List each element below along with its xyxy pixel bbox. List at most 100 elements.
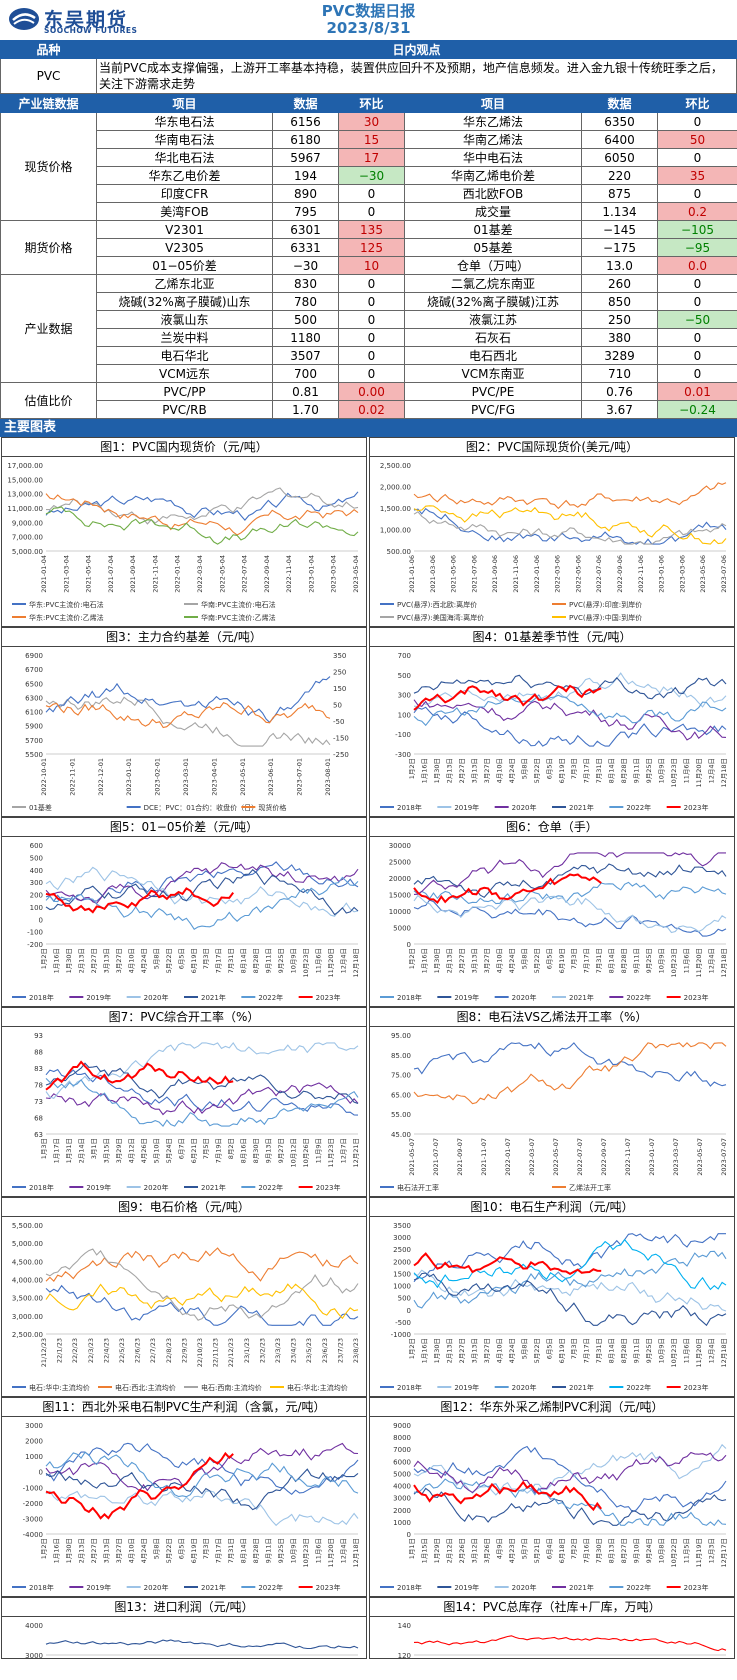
y-tick-label: 5500 (25, 751, 43, 759)
x-tick-label: 23/8/23 (352, 1338, 360, 1363)
x-tick-label: 2021-05-06 (450, 555, 458, 593)
y-tick-label: 6000 (393, 1458, 411, 1466)
series-line (413, 873, 602, 904)
x-tick-label: 22/12/23 (227, 1338, 235, 1367)
x-tick-label: 11月20日 (695, 1338, 703, 1368)
series-line (45, 506, 359, 545)
chart-plot: 6900 6700 6500 6300 6100 5900 5700 5500 350 250 15… (12, 652, 349, 812)
x-tick-label: 2021-05-04 (85, 555, 93, 593)
x-tick-label: 1月30日 (433, 1338, 441, 1363)
series-line (413, 1269, 727, 1312)
item-name-2: 仓单（万吨） (404, 256, 582, 275)
legend-label: 2020年 (144, 1583, 169, 1592)
chart-title: 图9：电石价格（元/吨） (2, 1198, 366, 1217)
item-change-2: 0 (657, 292, 737, 311)
series-line (413, 1478, 727, 1527)
item-name-2: 西北欧FOB (404, 184, 582, 203)
series-line (413, 694, 727, 727)
x-tick-label: 2021-01-06 (408, 555, 416, 593)
y-tick-label: 2,000.00 (380, 484, 411, 492)
x-tick-label: 7月19日 (215, 1138, 223, 1163)
legend-label: PVC(悬浮):西北欧:离岸价 (397, 600, 477, 609)
series-line (45, 1490, 359, 1527)
x-tick-label: 2023-05-01 (239, 758, 247, 796)
x-tick-label: 1月2日 (40, 1538, 48, 1559)
legend-label: 2019年 (454, 803, 479, 812)
x-tick-label: 5月24日 (165, 1138, 173, 1163)
y-tick-label: 95.00 (391, 1032, 411, 1040)
chart-title: 图7：PVC综合开工率（%） (2, 1008, 366, 1027)
x-tick-label: 2022-07-06 (595, 555, 603, 593)
x-tick-label: 5月8日 (152, 1538, 160, 1559)
y-tick-label: 5700 (25, 737, 43, 745)
item-change: 0 (338, 292, 405, 311)
legend-label: 2023年 (316, 1583, 341, 1592)
x-tick-label: 6月19日 (558, 1338, 566, 1363)
x-tick-label: 3月27日 (115, 1538, 123, 1563)
item-change-2: 0.2 (657, 202, 737, 221)
series-line (413, 1480, 602, 1512)
x-tick-label: 12月18日 (352, 948, 360, 978)
item-value: 6331 (272, 238, 339, 257)
item-name-2: 华中电石法 (404, 148, 582, 167)
y2-tick-label: 250 (333, 669, 346, 677)
x-tick-label: 11月20日 (695, 948, 703, 978)
x-tick-label: 10月22日 (670, 1538, 678, 1568)
data-row: PVC/RB 1.70 0.02 PVC/FG 3.67 −0.24 (1, 400, 737, 419)
item-value-2: 1.134 (581, 202, 658, 221)
y-tick-label: 25000 (389, 859, 411, 867)
y-tick-label: 68 (34, 1115, 43, 1123)
chart-plot: 95.00 85.00 75.00 65.00 55.00 45.002021-05-07… (380, 1032, 728, 1192)
x-tick-label: 9月25日 (645, 758, 653, 783)
y-tick-label: 88 (34, 1049, 43, 1057)
y2-tick-label: -250 (333, 751, 349, 759)
item-change-2: 0 (657, 184, 737, 203)
item-change: 0 (338, 346, 405, 365)
data-row: 华南电石法 6180 15 华南乙烯法 6400 50 (1, 130, 737, 149)
x-tick-label: 23/7/23 (336, 1338, 344, 1363)
x-tick-label: 2022-11-01 (68, 758, 76, 796)
x-tick-label: 2022-03-06 (554, 555, 562, 593)
x-tick-label: 22/11/23 (212, 1338, 220, 1367)
x-tick-label: 10月12日 (290, 1138, 298, 1168)
x-tick-label: 1月17日 (52, 1138, 60, 1163)
x-tick-label: 10月9日 (658, 758, 666, 783)
chart-panel: 图7：PVC综合开工率（%） 93 88 83 78 73 68 63 1月3日 1月17日 1月3… (1, 1007, 367, 1197)
y-tick-label: 2500 (393, 1246, 411, 1254)
legend-label: 华东:PVC主流价:电石法 (29, 600, 104, 609)
chart-plot: 90008000700060005000400030002000100001月1… (380, 1422, 728, 1592)
x-tick-label: 2月13日 (77, 948, 85, 973)
x-tick-label: 8月30日 (252, 1138, 260, 1163)
y-tick-label: 200 (30, 892, 43, 900)
item-change: 30 (338, 112, 405, 131)
series-line (45, 887, 235, 914)
legend-label: 2021年 (569, 803, 594, 812)
item-name-2: 华南乙烯法 (404, 130, 582, 149)
x-tick-label: 9月11日 (265, 1538, 273, 1563)
group-label: 估值比价 (0, 382, 97, 419)
x-tick-label: 9月10日 (633, 1538, 641, 1563)
charts-section-title: 主要图表 (0, 419, 737, 437)
legend-label: 2020年 (512, 803, 537, 812)
x-tick-label: 10月23日 (670, 1338, 678, 1368)
item-value-2: 220 (581, 166, 658, 185)
x-tick-label: 7月16日 (583, 1538, 591, 1563)
y-tick-label: -1000 (23, 1484, 43, 1492)
item-value: 6156 (272, 112, 339, 131)
x-tick-label: 4月24日 (140, 948, 148, 973)
x-tick-label: 2023-03-07 (672, 1138, 680, 1176)
legend-label: 电石法开工率 (397, 1183, 439, 1192)
y-tick-label: 500 (398, 1295, 411, 1303)
series-line (45, 1078, 359, 1127)
x-tick-label: 2022-05-06 (574, 555, 582, 593)
x-tick-label: 1月16日 (420, 1338, 428, 1363)
x-tick-label: 12月18日 (352, 1538, 360, 1568)
y-tick-label: 15000 (389, 892, 411, 900)
x-tick-label: 1月16日 (52, 1538, 60, 1563)
data-row: 华东乙电价差 194 −30 华南乙烯电价差 220 35 (1, 166, 737, 185)
x-tick-label: 2022-01-07 (504, 1138, 512, 1176)
y-tick-label: 11,000.00 (7, 505, 43, 513)
item-value: 6180 (272, 130, 339, 149)
x-tick-label: 8月14日 (608, 758, 616, 783)
item-name: 华东电石法 (96, 112, 273, 131)
